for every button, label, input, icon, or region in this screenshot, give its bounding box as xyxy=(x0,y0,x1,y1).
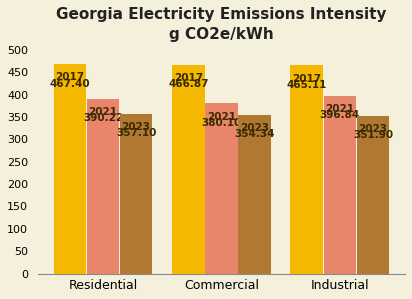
Text: 2017: 2017 xyxy=(174,73,203,83)
Title: Georgia Electricity Emissions Intensity
g CO2e/kWh: Georgia Electricity Emissions Intensity … xyxy=(56,7,387,42)
Bar xyxy=(120,114,152,274)
Text: 390.22: 390.22 xyxy=(83,113,123,123)
Bar xyxy=(238,115,271,274)
Text: 396.84: 396.84 xyxy=(320,110,360,120)
Text: 357.10: 357.10 xyxy=(116,128,156,138)
Bar xyxy=(290,65,323,274)
Bar xyxy=(357,116,389,274)
Text: 2021: 2021 xyxy=(325,104,354,114)
Text: 467.40: 467.40 xyxy=(49,79,90,89)
Text: 2021: 2021 xyxy=(89,107,117,117)
Text: 465.11: 465.11 xyxy=(286,80,327,90)
Text: 466.87: 466.87 xyxy=(168,79,208,89)
Text: 2017: 2017 xyxy=(292,74,321,83)
Text: 2023: 2023 xyxy=(122,122,151,132)
Text: 2017: 2017 xyxy=(55,72,84,83)
Text: 2023: 2023 xyxy=(358,124,388,134)
Text: 351.90: 351.90 xyxy=(353,130,393,141)
Bar xyxy=(324,96,356,274)
Bar xyxy=(172,65,204,274)
Text: 2023: 2023 xyxy=(240,123,269,133)
Bar xyxy=(205,103,238,274)
Text: 2021: 2021 xyxy=(207,112,236,121)
Text: 354.34: 354.34 xyxy=(234,129,275,139)
Text: 380.10: 380.10 xyxy=(201,118,241,128)
Bar xyxy=(87,99,119,274)
Bar xyxy=(54,65,86,274)
